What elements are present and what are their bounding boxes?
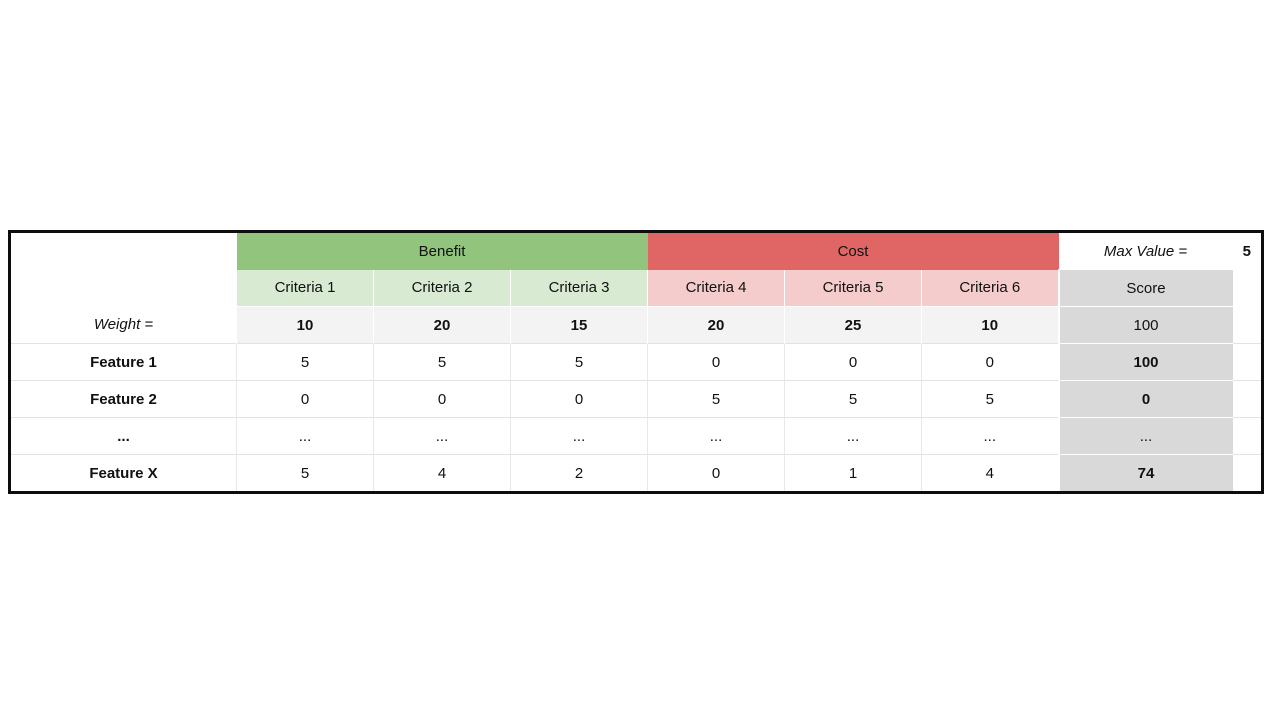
criteria-header-6: Criteria 6 [921, 269, 1059, 307]
table-row-feature-2: Feature 2 0 0 0 5 5 5 0 [9, 380, 1263, 418]
cell-value: 0 [236, 380, 374, 418]
cell-value: 4 [373, 454, 511, 494]
weight-label: Weight = [93, 316, 154, 334]
cell-value: 4 [921, 454, 1059, 494]
table-row-ellipsis: ... ... ... ... ... ... ... ... [9, 417, 1263, 455]
score-max-total: 100 [1057, 306, 1233, 344]
cell-value: 0 [647, 343, 785, 381]
cell-value: ... [784, 417, 922, 455]
max-value-label: Max Value = [1058, 230, 1233, 270]
blank-cell [1232, 417, 1263, 455]
weight-criteria-4: 20 [647, 306, 785, 344]
score-value: ... [1057, 417, 1233, 455]
criteria-header-row: Criteria 1 Criteria 2 Criteria 3 Criteri… [9, 269, 1263, 307]
blank-cell [1232, 454, 1263, 494]
cell-value: 5 [373, 343, 511, 381]
weight-criteria-3: 15 [509, 306, 648, 344]
weight-criteria-5: 25 [784, 306, 922, 344]
criteria-header-3: Criteria 3 [509, 269, 648, 307]
weighted-scoring-matrix: Benefit Cost Max Value = 5 Criteria 1 Cr… [8, 230, 1265, 494]
weight-row: Weight = 10 20 15 20 25 10 100 [10, 306, 1263, 344]
score-value: 100 [1057, 343, 1233, 381]
cell-value: 5 [647, 380, 785, 418]
weight-criteria-1: 10 [236, 306, 374, 344]
cell-value: 0 [647, 454, 785, 494]
weight-criteria-2: 20 [373, 306, 511, 344]
weight-criteria-6: 10 [921, 306, 1059, 344]
blank-cell [1232, 380, 1263, 418]
cell-value: ... [236, 417, 374, 455]
group-header-row: Benefit Cost Max Value = 5 [9, 230, 1263, 270]
cell-value: 0 [509, 380, 648, 418]
criteria-header-5: Criteria 5 [784, 269, 922, 307]
row-label: Feature 2 [9, 380, 237, 418]
cell-value: 1 [784, 454, 922, 494]
blank-cell [1232, 306, 1263, 344]
cell-value: 0 [784, 343, 922, 381]
blank-cell [1232, 269, 1263, 307]
table-row-feature-x: Feature X 5 4 2 0 1 4 74 [9, 454, 1263, 494]
cell-value: 2 [509, 454, 648, 494]
blank-cell [9, 269, 237, 307]
cell-value: ... [509, 417, 648, 455]
cell-value: 0 [921, 343, 1059, 381]
cell-value: ... [647, 417, 785, 455]
score-value: 74 [1057, 454, 1233, 494]
row-label: Feature 1 [9, 343, 237, 381]
cell-value: ... [373, 417, 511, 455]
cell-value: 0 [373, 380, 511, 418]
row-label: Feature X [9, 454, 237, 494]
cell-value: 5 [236, 343, 374, 381]
cell-value: 5 [784, 380, 922, 418]
criteria-header-2: Criteria 2 [373, 269, 511, 307]
criteria-header-1: Criteria 1 [236, 269, 374, 307]
cell-value: 5 [921, 380, 1059, 418]
blank-cell [1232, 343, 1263, 381]
cell-value: 5 [236, 454, 374, 494]
cost-group-header: Cost [647, 230, 1059, 270]
max-value: 5 [1232, 230, 1263, 270]
cell-value: 5 [509, 343, 648, 381]
benefit-group-header: Benefit [236, 230, 648, 270]
score-value: 0 [1057, 380, 1233, 418]
row-label: ... [9, 417, 237, 455]
corner-cell [9, 231, 237, 270]
table-row-feature-1: Feature 1 5 5 5 0 0 0 100 [9, 343, 1263, 381]
criteria-header-4: Criteria 4 [647, 269, 785, 307]
score-column-header: Score [1057, 269, 1233, 307]
cell-value: ... [921, 417, 1059, 455]
